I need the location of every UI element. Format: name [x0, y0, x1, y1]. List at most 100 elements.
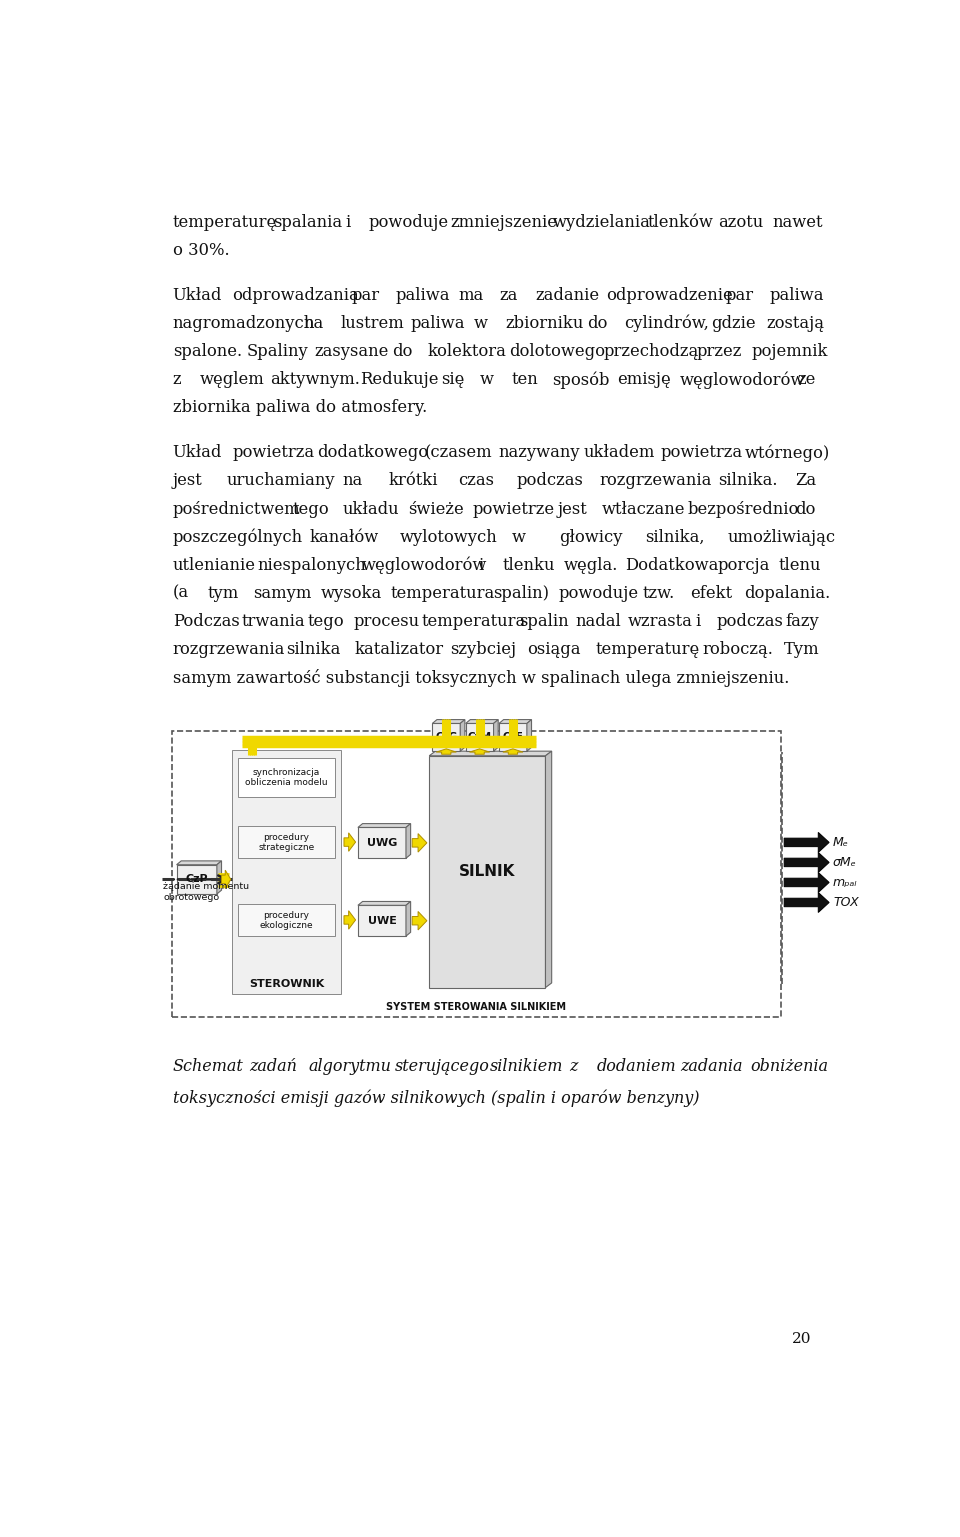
Text: nadal: nadal — [575, 613, 621, 630]
Text: silnikiem: silnikiem — [490, 1059, 564, 1076]
Text: Podczas: Podczas — [173, 613, 239, 630]
Text: (czasem: (czasem — [425, 444, 492, 461]
Text: wylotowych: wylotowych — [400, 529, 497, 546]
Text: kanałów: kanałów — [310, 529, 379, 546]
Text: czas: czas — [458, 472, 494, 489]
Bar — [432, 724, 460, 752]
Text: temperatura: temperatura — [421, 613, 526, 630]
Text: Układ: Układ — [173, 287, 222, 304]
Text: żądanie momentu: żądanie momentu — [163, 882, 250, 891]
Text: rozgrzewania: rozgrzewania — [600, 472, 712, 489]
Text: i: i — [478, 556, 484, 573]
Text: dodatkowego: dodatkowego — [318, 444, 428, 461]
Text: Mₑ: Mₑ — [833, 836, 849, 848]
Text: ekologiczne: ekologiczne — [260, 921, 313, 930]
Text: dodaniem: dodaniem — [597, 1059, 677, 1076]
Text: poszczególnych: poszczególnych — [173, 529, 302, 546]
Text: samym: samym — [253, 586, 312, 603]
Text: tlenku: tlenku — [502, 556, 555, 573]
Text: STEROWNIK: STEROWNIK — [249, 979, 324, 988]
Text: tego: tego — [308, 613, 345, 630]
Text: zbiornika paliwa do atmosfery.: zbiornika paliwa do atmosfery. — [173, 400, 427, 417]
Text: tego: tego — [293, 501, 329, 518]
Text: zadanie: zadanie — [536, 287, 599, 304]
Text: efekt: efekt — [690, 586, 732, 603]
Text: zasysane: zasysane — [314, 343, 389, 360]
Polygon shape — [412, 833, 427, 851]
Polygon shape — [432, 719, 465, 724]
Text: węglowodorów: węglowodorów — [361, 556, 487, 575]
Text: temperatura: temperatura — [391, 586, 494, 603]
Bar — [358, 827, 406, 858]
Text: i: i — [695, 613, 700, 630]
Text: paliwa: paliwa — [411, 315, 466, 332]
Text: Układ: Układ — [173, 444, 222, 461]
Text: porcja: porcja — [718, 556, 770, 573]
Text: szybciej: szybciej — [450, 641, 516, 658]
Text: ze: ze — [797, 370, 815, 389]
Text: Za: Za — [795, 472, 816, 489]
Text: układu: układu — [343, 501, 399, 518]
Text: na: na — [304, 315, 324, 332]
Bar — [466, 724, 493, 752]
Text: powietrza: powietrza — [660, 444, 742, 461]
Text: spalin: spalin — [519, 613, 569, 630]
Text: kolektora: kolektora — [427, 343, 507, 360]
Text: procedury: procedury — [264, 833, 310, 842]
Text: SYSTEM STEROWANIA SILNIKIEM: SYSTEM STEROWANIA SILNIKIEM — [387, 1002, 566, 1013]
Text: Redukuje: Redukuje — [360, 370, 439, 389]
Polygon shape — [344, 833, 355, 851]
Text: w: w — [480, 370, 494, 389]
Text: fazy: fazy — [785, 613, 819, 630]
Text: sterującego: sterującego — [395, 1059, 490, 1076]
Polygon shape — [358, 824, 411, 827]
Text: spalania: spalania — [273, 214, 342, 231]
Polygon shape — [469, 749, 490, 755]
Text: obliczenia modelu: obliczenia modelu — [246, 778, 328, 787]
Text: osiąga: osiąga — [528, 641, 581, 658]
Polygon shape — [784, 893, 829, 913]
Bar — [238, 825, 335, 858]
Text: (a: (a — [173, 586, 189, 603]
Polygon shape — [784, 873, 829, 893]
Text: par: par — [352, 287, 380, 304]
Text: powietrze: powietrze — [472, 501, 555, 518]
Text: zostają: zostają — [766, 315, 825, 332]
Bar — [232, 750, 341, 994]
Polygon shape — [177, 861, 222, 865]
Polygon shape — [436, 749, 456, 755]
Text: obrotowego: obrotowego — [163, 893, 220, 902]
Text: wtłaczane: wtłaczane — [602, 501, 685, 518]
Polygon shape — [344, 911, 355, 930]
Text: cylindrów,: cylindrów, — [624, 315, 709, 332]
Text: nawet: nawet — [772, 214, 823, 231]
Text: wtórnego): wtórnego) — [745, 444, 830, 461]
Text: z: z — [173, 370, 181, 389]
Text: zmniejszenie: zmniejszenie — [450, 214, 557, 231]
Text: o 30%.: o 30%. — [173, 241, 229, 258]
Text: tzw.: tzw. — [643, 586, 675, 603]
Text: CzP: CzP — [185, 875, 208, 884]
Text: z: z — [568, 1059, 577, 1076]
Text: utlenianie: utlenianie — [173, 556, 255, 573]
Text: nazywany: nazywany — [499, 444, 581, 461]
Text: CzE: CzE — [502, 732, 523, 742]
Text: powoduje: powoduje — [559, 586, 638, 603]
Text: węgla.: węgla. — [564, 556, 617, 573]
Text: obniżenia: obniżenia — [751, 1059, 828, 1076]
Text: paliwa: paliwa — [396, 287, 449, 304]
Polygon shape — [503, 749, 523, 755]
Text: do: do — [588, 315, 608, 332]
Polygon shape — [217, 861, 222, 895]
Text: do: do — [796, 501, 816, 518]
Text: ten: ten — [512, 370, 539, 389]
Text: i: i — [346, 214, 350, 231]
Text: głowicy: głowicy — [560, 529, 623, 546]
Text: wydzielania: wydzielania — [552, 214, 650, 231]
Text: wzrasta: wzrasta — [628, 613, 692, 630]
Bar — [358, 905, 406, 936]
Polygon shape — [499, 719, 532, 724]
Text: roboczą.: roboczą. — [703, 641, 774, 658]
Polygon shape — [527, 719, 532, 752]
Text: nagromadzonych: nagromadzonych — [173, 315, 315, 332]
